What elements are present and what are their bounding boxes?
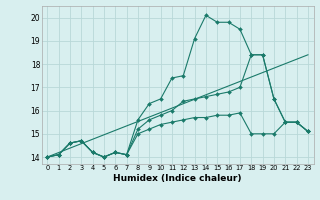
X-axis label: Humidex (Indice chaleur): Humidex (Indice chaleur) [113, 174, 242, 183]
